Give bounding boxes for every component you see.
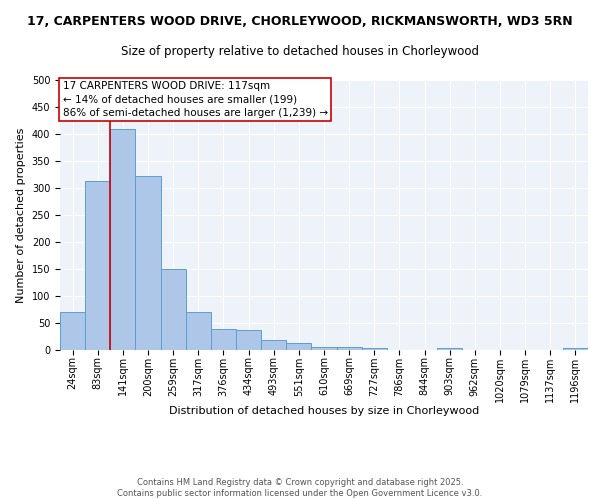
Bar	[110, 128, 136, 350]
X-axis label: Distribution of detached houses by size in Chorleywood: Distribution of detached houses by size …	[169, 406, 479, 416]
Bar	[362, 348, 387, 350]
Text: 17 CARPENTERS WOOD DRIVE: 117sqm
← 14% of detached houses are smaller (199)
86% : 17 CARPENTERS WOOD DRIVE: 117sqm ← 14% o…	[62, 82, 328, 118]
Bar	[161, 269, 186, 350]
Text: Size of property relative to detached houses in Chorleywood: Size of property relative to detached ho…	[121, 45, 479, 58]
Bar	[437, 348, 462, 350]
Bar	[261, 340, 286, 350]
Bar	[211, 330, 236, 350]
Bar	[136, 176, 161, 350]
Text: 17, CARPENTERS WOOD DRIVE, CHORLEYWOOD, RICKMANSWORTH, WD3 5RN: 17, CARPENTERS WOOD DRIVE, CHORLEYWOOD, …	[27, 15, 573, 28]
Bar	[186, 312, 211, 350]
Text: Contains HM Land Registry data © Crown copyright and database right 2025.
Contai: Contains HM Land Registry data © Crown c…	[118, 478, 482, 498]
Bar	[85, 181, 110, 350]
Bar	[563, 348, 588, 350]
Bar	[311, 347, 337, 350]
Bar	[286, 343, 311, 350]
Bar	[337, 347, 362, 350]
Y-axis label: Number of detached properties: Number of detached properties	[16, 128, 26, 302]
Bar	[236, 330, 261, 350]
Bar	[60, 312, 85, 350]
